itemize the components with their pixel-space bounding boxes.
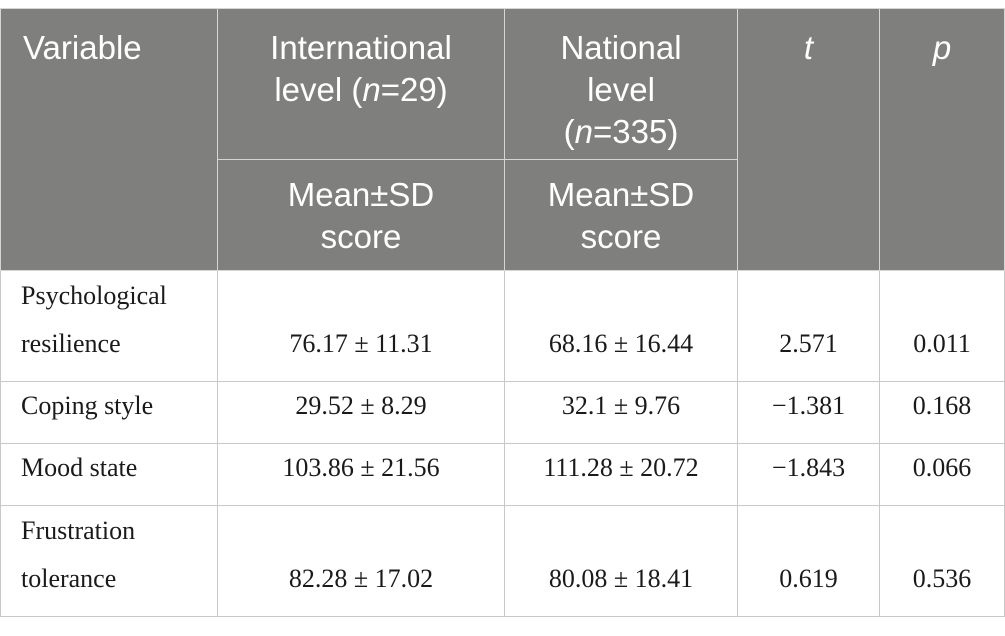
- row-t: −1.381: [737, 381, 880, 444]
- row-p: 0.066: [879, 443, 1005, 506]
- row-international: 103.86 ± 21.56: [217, 443, 505, 506]
- header-p: p: [879, 8, 1005, 271]
- subheader-international-line1: Mean±SD: [287, 176, 435, 213]
- subheader-national-line2: score: [580, 218, 662, 255]
- row-p: 0.536: [879, 505, 1005, 617]
- row-variable-line1: Frustration: [21, 516, 136, 545]
- row-variable-line2: tolerance: [21, 564, 117, 593]
- header-national-line3-post: =335): [593, 113, 679, 150]
- row-variable: Psychological resilience: [0, 270, 218, 382]
- results-table: Variable International level (n=29) Nati…: [0, 8, 1005, 617]
- header-national-level: National level (n=335): [504, 8, 738, 160]
- row-international: 76.17 ± 11.31: [217, 270, 505, 382]
- row-international: 82.28 ± 17.02: [217, 505, 505, 617]
- header-national-line2: level: [587, 71, 655, 108]
- header-t: t: [737, 8, 880, 271]
- row-variable-line2: resilience: [21, 329, 121, 358]
- row-variable: Frustration tolerance: [0, 505, 218, 617]
- row-international: 29.52 ± 8.29: [217, 381, 505, 444]
- header-international-n: n: [362, 71, 381, 108]
- row-variable-line1: Psychological: [21, 281, 167, 310]
- row-p: 0.011: [879, 270, 1005, 382]
- table-row: Coping style 29.52 ± 8.29 32.1 ± 9.76 −1…: [0, 381, 1005, 444]
- subheader-national-line1: Mean±SD: [547, 176, 695, 213]
- subheader-international-mean-sd: Mean±SD score: [217, 159, 505, 271]
- header-variable: Variable: [0, 8, 218, 271]
- header-international-line2-pre: level (: [274, 71, 363, 108]
- header-national-n: n: [574, 113, 594, 150]
- row-national: 111.28 ± 20.72: [504, 443, 738, 506]
- header-international-level: International level (n=29): [217, 8, 505, 160]
- row-national: 32.1 ± 9.76: [504, 381, 738, 444]
- row-national: 80.08 ± 18.41: [504, 505, 738, 617]
- table-row: Mood state 103.86 ± 21.56 111.28 ± 20.72…: [0, 443, 1005, 506]
- subheader-national-mean-sd: Mean±SD score: [504, 159, 738, 271]
- subheader-international-line2: score: [320, 218, 402, 255]
- table-row: Psychological resilience 76.17 ± 11.31 6…: [0, 270, 1005, 382]
- header-international-line1: International: [270, 29, 452, 66]
- row-t: 0.619: [737, 505, 880, 617]
- row-p: 0.168: [879, 381, 1005, 444]
- header-national-line3-pre: (: [563, 113, 575, 150]
- row-t: 2.571: [737, 270, 880, 382]
- row-t: −1.843: [737, 443, 880, 506]
- row-variable: Mood state: [0, 443, 218, 506]
- row-variable: Coping style: [0, 381, 218, 444]
- header-national-line1: National: [560, 29, 682, 66]
- row-national: 68.16 ± 16.44: [504, 270, 738, 382]
- table-row: Frustration tolerance 82.28 ± 17.02 80.0…: [0, 505, 1005, 617]
- header-international-line2-post: =29): [380, 71, 448, 108]
